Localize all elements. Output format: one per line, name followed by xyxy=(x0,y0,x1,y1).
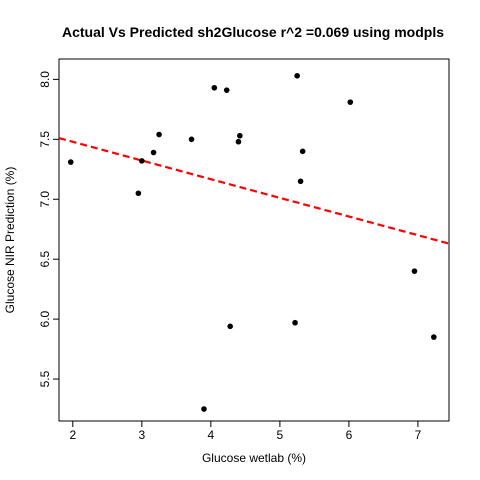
x-tick-label: 7 xyxy=(415,428,422,442)
data-point xyxy=(150,149,157,156)
data-point xyxy=(297,178,304,185)
data-point xyxy=(211,84,218,91)
data-point xyxy=(347,99,354,105)
y-tick-label: 7.0 xyxy=(38,191,52,208)
data-point xyxy=(235,138,242,145)
x-axis-label: Glucose wetlab (%) xyxy=(202,451,306,465)
data-point xyxy=(227,323,233,330)
data-point xyxy=(156,131,162,138)
data-point xyxy=(411,268,418,274)
y-axis: 5.5 6.0 6.5 7.0 7.5 8.0 xyxy=(38,71,59,387)
y-tick-label: 6.0 xyxy=(38,310,52,327)
data-point xyxy=(237,132,243,139)
x-tick-label: 4 xyxy=(208,428,215,442)
points-layer xyxy=(67,72,437,412)
y-tick-label: 7.5 xyxy=(38,131,52,148)
x-tick-label: 6 xyxy=(346,428,353,442)
data-point xyxy=(431,334,437,340)
data-point xyxy=(201,406,207,412)
x-axis: 2 3 4 5 6 7 xyxy=(69,421,422,442)
y-tick-label: 8.0 xyxy=(38,71,52,88)
data-point xyxy=(67,159,74,165)
plot-frame xyxy=(58,58,450,422)
x-tick-label: 3 xyxy=(138,428,145,442)
data-point xyxy=(135,190,142,197)
data-point xyxy=(188,136,195,143)
y-tick-label: 6.5 xyxy=(38,251,52,268)
data-point xyxy=(223,87,230,93)
regression-line xyxy=(58,137,450,245)
x-tick-label: 2 xyxy=(69,428,76,442)
x-tick-label: 5 xyxy=(277,428,284,442)
chart-title: Actual Vs Predicted sh2Glucose r^2 =0.06… xyxy=(62,24,444,40)
y-tick-label: 5.5 xyxy=(38,370,52,387)
y-axis-label: Glucose NIR Prediction (%) xyxy=(3,167,17,314)
data-point xyxy=(294,72,300,79)
data-point xyxy=(292,319,298,326)
data-point xyxy=(299,148,306,155)
data-point xyxy=(139,158,145,164)
regression-line-layer xyxy=(58,137,450,245)
